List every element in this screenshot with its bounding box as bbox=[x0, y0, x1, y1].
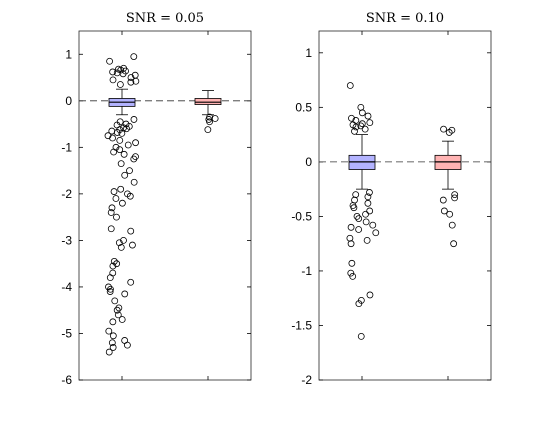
y-tick-label: -4 bbox=[61, 280, 72, 294]
outlier-point bbox=[351, 205, 357, 211]
outlier-point bbox=[441, 126, 447, 132]
outlier-point bbox=[131, 179, 137, 185]
outlier-point bbox=[367, 120, 373, 126]
outlier-point bbox=[107, 275, 113, 281]
outlier-point bbox=[363, 211, 369, 217]
outlier-point bbox=[348, 241, 354, 247]
axes-frame bbox=[79, 31, 251, 380]
outlier-point bbox=[113, 196, 119, 202]
y-tick-label: -2 bbox=[301, 373, 312, 387]
outlier-point bbox=[347, 235, 353, 241]
outlier-point bbox=[365, 113, 371, 119]
y-tick-label: -1 bbox=[301, 264, 312, 278]
outlier-point bbox=[205, 127, 211, 133]
outlier-point bbox=[118, 186, 124, 192]
y-tick-label: -2 bbox=[61, 187, 72, 201]
outlier-point bbox=[367, 292, 373, 298]
outlier-point bbox=[359, 110, 365, 116]
outlier-point bbox=[363, 219, 369, 225]
outlier-point bbox=[352, 197, 358, 203]
outlier-point bbox=[370, 222, 376, 228]
outlier-point bbox=[117, 137, 123, 143]
outlier-point bbox=[128, 228, 134, 234]
box bbox=[195, 98, 221, 104]
outlier-point bbox=[111, 149, 117, 155]
outlier-point bbox=[107, 58, 113, 64]
outlier-point bbox=[373, 230, 379, 236]
outlier-point bbox=[451, 241, 457, 247]
outlier-point bbox=[106, 349, 112, 355]
outlier-point bbox=[365, 200, 371, 206]
y-tick-label: -5 bbox=[61, 326, 72, 340]
outlier-point bbox=[111, 189, 117, 195]
outlier-point bbox=[113, 214, 119, 220]
outlier-point bbox=[131, 116, 137, 122]
outlier-point bbox=[348, 224, 354, 230]
y-tick-label: -0.5 bbox=[291, 209, 312, 223]
outlier-point bbox=[133, 140, 139, 146]
outlier-point bbox=[117, 82, 123, 88]
outlier-point bbox=[364, 237, 370, 243]
outlier-point bbox=[440, 197, 446, 203]
chart-title: SNR = 0.10 bbox=[366, 11, 444, 26]
outlier-point bbox=[349, 260, 355, 266]
outlier-point bbox=[356, 226, 362, 232]
outlier-point bbox=[358, 333, 364, 339]
outlier-point bbox=[367, 208, 373, 214]
outlier-point bbox=[447, 211, 453, 217]
outlier-point bbox=[441, 208, 447, 214]
y-tick-label: 1 bbox=[305, 46, 312, 60]
panel-snr-010: SNR = 0.10 1 0.5 0 -0.5 -1 -1.5 -2 bbox=[291, 11, 491, 387]
outlier-point bbox=[110, 333, 116, 339]
outlier-point bbox=[449, 222, 455, 228]
outlier-point bbox=[112, 298, 118, 304]
panel-snr-005: SNR = 0.05 1 0 -1 -2 -3 -4 -5 -6 bbox=[61, 11, 251, 387]
outlier-point bbox=[127, 168, 133, 174]
axes-frame bbox=[319, 31, 491, 380]
outlier-point bbox=[108, 226, 114, 232]
outlier-point bbox=[119, 317, 125, 323]
y-tick-label: 0 bbox=[305, 155, 312, 169]
outlier-point bbox=[353, 192, 359, 198]
chart-title: SNR = 0.05 bbox=[126, 11, 204, 26]
y-tick-label: 0 bbox=[65, 94, 72, 108]
outlier-point bbox=[110, 270, 116, 276]
outlier-point bbox=[129, 242, 135, 248]
y-tick-label: 1 bbox=[65, 47, 72, 61]
y-tick-label: 0.5 bbox=[295, 100, 312, 114]
outlier-point bbox=[347, 83, 353, 89]
outlier-point bbox=[128, 279, 134, 285]
outlier-point bbox=[212, 115, 218, 121]
outlier-point bbox=[122, 172, 128, 178]
outlier-point bbox=[122, 291, 128, 297]
y-tick-label: -1.5 bbox=[291, 318, 312, 332]
outlier-point bbox=[118, 161, 124, 167]
outlier-point bbox=[131, 54, 137, 60]
outlier-point bbox=[110, 319, 116, 325]
outlier-point bbox=[125, 142, 131, 148]
outlier-point bbox=[106, 328, 112, 334]
outlier-point bbox=[110, 77, 116, 83]
outlier-point bbox=[119, 200, 125, 206]
y-tick-label: -3 bbox=[61, 233, 72, 247]
outlier-point bbox=[362, 126, 368, 132]
y-tick-label: -6 bbox=[61, 373, 72, 387]
y-tick-label: -1 bbox=[61, 140, 72, 154]
outlier-point bbox=[121, 151, 127, 157]
outlier-point bbox=[358, 104, 364, 110]
outlier-point bbox=[124, 342, 130, 348]
